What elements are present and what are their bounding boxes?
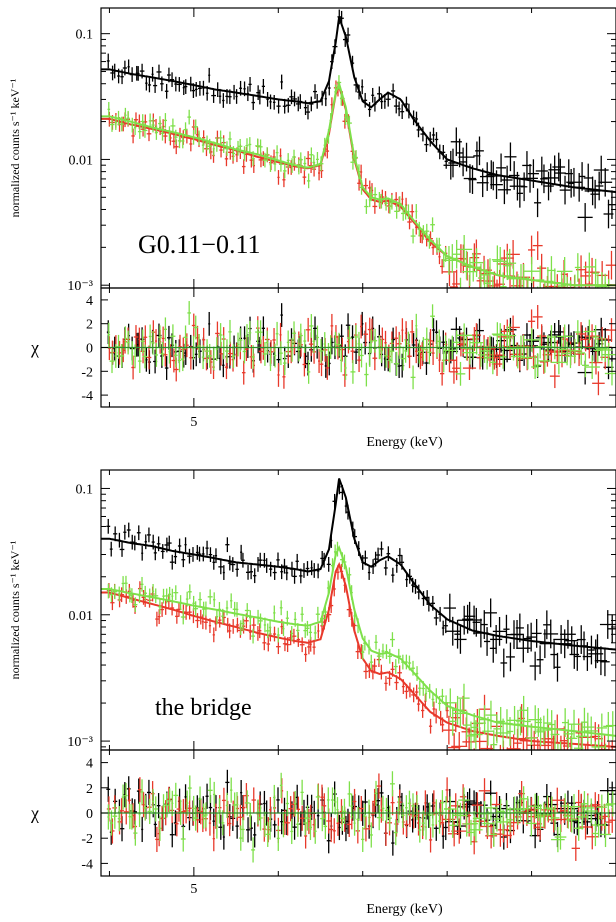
spectrum-data	[101, 478, 616, 750]
series-2-residuals	[107, 771, 616, 863]
residual-data	[106, 769, 616, 863]
x-tick-label: 5	[190, 415, 197, 430]
residual-axis-label: χ	[30, 803, 39, 823]
y-axis-ticks	[101, 33, 616, 286]
x-axis-ticks	[108, 8, 616, 407]
y-axis-ticks	[101, 487, 616, 748]
panel-annotation: the bridge	[155, 695, 252, 721]
y-axis-label: normalized counts s⁻¹ keV⁻¹	[8, 540, 22, 679]
y-tick-label: 0.1	[76, 482, 94, 497]
residual-y-tick-label: 0	[86, 807, 93, 822]
series-2-points	[101, 75, 616, 288]
residual-y-tick-label: 2	[86, 782, 93, 797]
y-tick-label: 0.01	[69, 153, 94, 168]
series-0-model	[101, 478, 616, 651]
y-axis-label: normalized counts s⁻¹ keV⁻¹	[8, 78, 22, 217]
residual-y-tick-label: -4	[81, 389, 93, 404]
residual-y-tick-label: -2	[81, 365, 93, 380]
series-0-points	[101, 9, 616, 232]
series-2-model	[101, 545, 616, 737]
x-axis-ticks	[108, 470, 616, 876]
y-tick-label: 10⁻³	[67, 735, 93, 750]
spectrum-data	[101, 9, 616, 288]
bridge-spectrum-panel: 0.1 0.01 10⁻³ 4 2 0 -2 -4 5 Energy (keV) normalize…	[8, 469, 616, 917]
series-0-model	[101, 16, 616, 194]
residual-axis-label: χ	[30, 338, 39, 358]
x-axis-label: Energy (keV)	[366, 435, 443, 450]
residual-y-tick-label: 2	[86, 318, 93, 333]
residual-y-tick-label: 4	[86, 294, 93, 309]
g0-spectrum-panel: 0.1 0.01 10⁻³4 2 0 -2 -4 5 Energy (keV) normalize…	[8, 7, 616, 450]
x-tick-label: 5	[190, 882, 197, 897]
panel-annotation: G0.11−0.11	[138, 230, 261, 259]
x-axis-label: Energy (keV)	[366, 902, 443, 917]
y-tick-label: 0.01	[69, 609, 94, 624]
residual-y-tick-label: -2	[81, 832, 93, 847]
residual-y-tick-label: 4	[86, 757, 93, 772]
residual-y-tick-label: 0	[86, 342, 93, 357]
series-2-model	[101, 80, 616, 287]
series-0-points	[101, 478, 616, 682]
y-tick-label: 0.1	[76, 28, 94, 43]
y-tick-label: 10⁻³	[67, 279, 93, 294]
series-1-model	[101, 561, 616, 748]
residual-y-tick-label: -4	[81, 857, 93, 872]
series-2-points	[101, 541, 616, 750]
